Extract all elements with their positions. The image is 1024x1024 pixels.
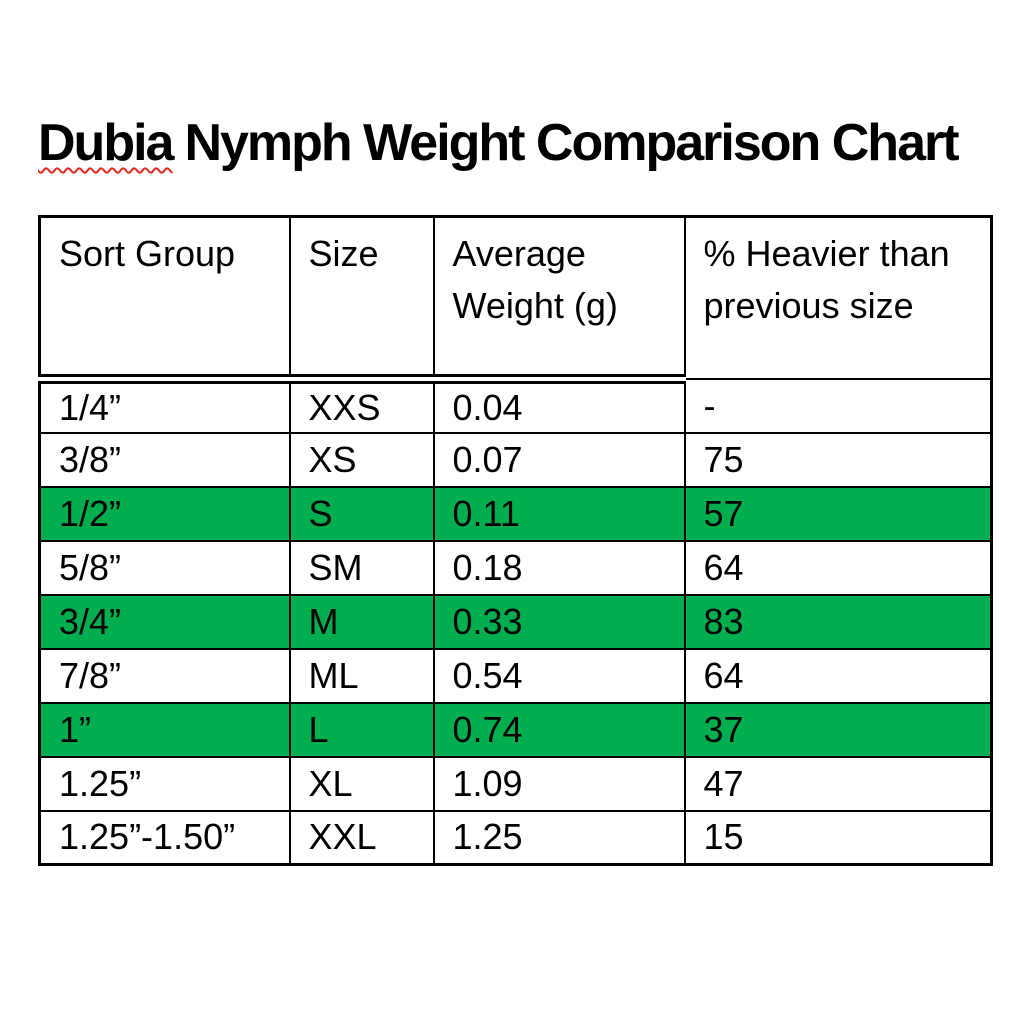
header-row: Sort Group Size Average Weight (g) % Hea… xyxy=(38,215,993,384)
cell-sort-group: 1.25” xyxy=(38,755,291,812)
table-row-highlighted: 1/2” S 0.11 57 xyxy=(38,485,993,542)
cell-sort-group: 3/4” xyxy=(38,593,291,650)
cell-avg-weight: 0.18 xyxy=(432,539,686,596)
cell-size: XXS xyxy=(288,377,435,434)
cell-avg-weight: 1.09 xyxy=(432,755,686,812)
cell-sort-group: 1/4” xyxy=(38,377,291,434)
cell-sort-group: 7/8” xyxy=(38,647,291,704)
cell-pct-heavier: 83 xyxy=(683,593,993,650)
column-header-avg-weight: Average Weight (g) xyxy=(432,215,686,384)
cell-sort-group: 1/2” xyxy=(38,485,291,542)
cell-pct-heavier: 47 xyxy=(683,755,993,812)
cell-pct-heavier: 64 xyxy=(683,647,993,704)
table-row: 1.25” XL 1.09 47 xyxy=(38,755,993,812)
cell-avg-weight: 1.25 xyxy=(432,809,686,866)
cell-pct-heavier: 37 xyxy=(683,701,993,758)
cell-size: S xyxy=(288,485,435,542)
table-row-highlighted: 3/4” M 0.33 83 xyxy=(38,593,993,650)
column-header-sort-group: Sort Group xyxy=(38,215,291,384)
cell-avg-weight: 0.33 xyxy=(432,593,686,650)
cell-pct-heavier: 57 xyxy=(683,485,993,542)
cell-avg-weight: 0.04 xyxy=(432,377,686,434)
cell-pct-heavier: 75 xyxy=(683,431,993,488)
cell-size: SM xyxy=(288,539,435,596)
cell-sort-group: 1.25”-1.50” xyxy=(38,809,291,866)
title-rest: Nymph Weight Comparison Chart xyxy=(184,114,959,172)
cell-size: XL xyxy=(288,755,435,812)
table-row: 7/8” ML 0.54 64 xyxy=(38,647,993,704)
cell-sort-group: 3/8” xyxy=(38,431,291,488)
page-title: Dubia Nymph Weight Comparison Chart xyxy=(38,114,960,172)
cell-size: XXL xyxy=(288,809,435,866)
cell-avg-weight: 0.07 xyxy=(432,431,686,488)
cell-sort-group: 1” xyxy=(38,701,291,758)
cell-pct-heavier: 64 xyxy=(683,539,993,596)
cell-avg-weight: 0.54 xyxy=(432,647,686,704)
table-row: 5/8” SM 0.18 64 xyxy=(38,539,993,596)
cell-avg-weight: 0.74 xyxy=(432,701,686,758)
table-row-highlighted: 1” L 0.74 37 xyxy=(38,701,993,758)
column-header-size: Size xyxy=(288,215,435,384)
column-header-pct-heavier: % Heavier than previous size xyxy=(683,215,993,380)
cell-size: XS xyxy=(288,431,435,488)
cell-pct-heavier: - xyxy=(683,377,993,434)
cell-size: ML xyxy=(288,647,435,704)
table-row: 1.25”-1.50” XXL 1.25 15 xyxy=(38,809,993,866)
cell-sort-group: 5/8” xyxy=(38,539,291,596)
cell-size: M xyxy=(288,593,435,650)
table-row: 1/4” XXS 0.04 - xyxy=(38,377,993,434)
cell-pct-heavier: 15 xyxy=(683,809,993,866)
weight-comparison-table: Sort Group Size Average Weight (g) % Hea… xyxy=(38,215,993,866)
cell-avg-weight: 0.11 xyxy=(432,485,686,542)
cell-size: L xyxy=(288,701,435,758)
table-row: 3/8” XS 0.07 75 xyxy=(38,431,993,488)
title-word-dubia: Dubia xyxy=(38,114,174,172)
